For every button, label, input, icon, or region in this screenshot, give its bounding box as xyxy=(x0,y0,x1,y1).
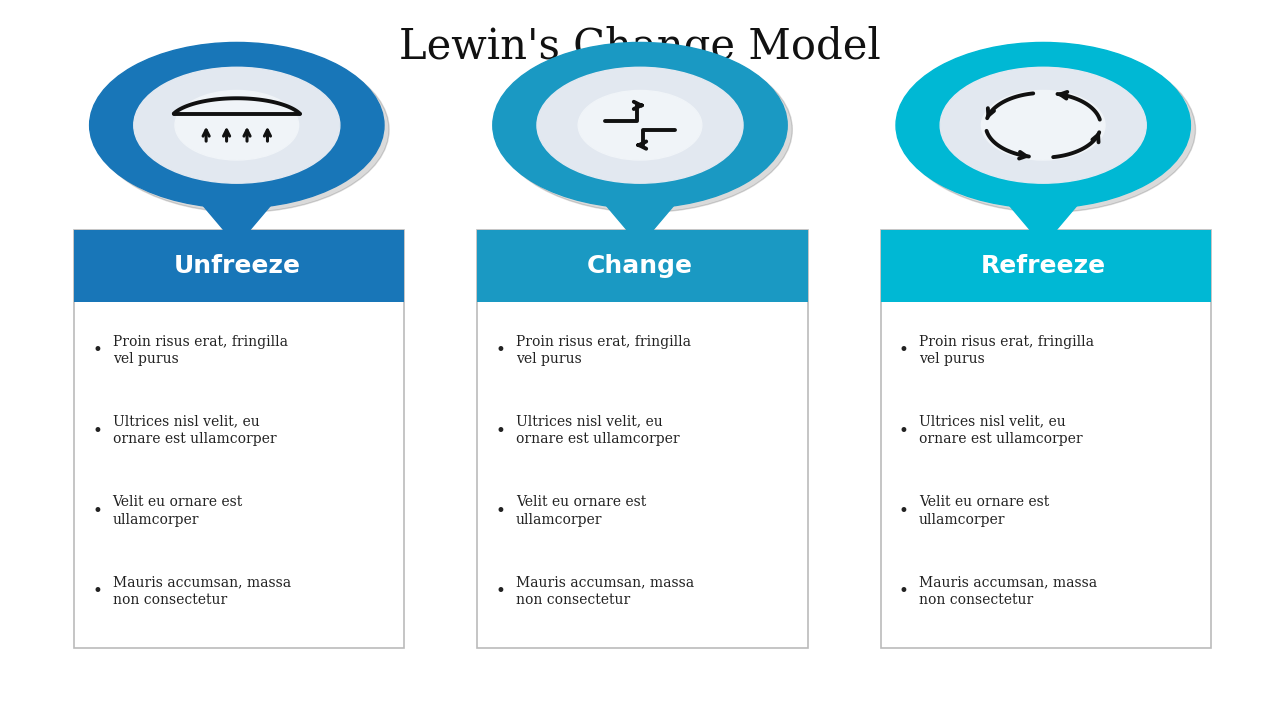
Circle shape xyxy=(982,91,1105,160)
Text: •: • xyxy=(899,502,909,520)
Text: •: • xyxy=(899,421,909,439)
Text: Proin risus erat, fringilla
vel purus: Proin risus erat, fringilla vel purus xyxy=(516,335,691,366)
Text: Velit eu ornare est
ullamcorper: Velit eu ornare est ullamcorper xyxy=(919,495,1050,526)
Circle shape xyxy=(175,91,298,160)
Text: Mauris accumsan, massa
non consectetur: Mauris accumsan, massa non consectetur xyxy=(113,575,291,607)
FancyBboxPatch shape xyxy=(881,230,1211,648)
Circle shape xyxy=(896,42,1190,208)
Text: •: • xyxy=(495,582,506,600)
Text: Unfreeze: Unfreeze xyxy=(173,254,301,279)
Circle shape xyxy=(940,67,1146,183)
Text: •: • xyxy=(495,341,506,359)
Text: Velit eu ornare est
ullamcorper: Velit eu ornare est ullamcorper xyxy=(113,495,243,526)
Text: Ultrices nisl velit, eu
ornare est ullamcorper: Ultrices nisl velit, eu ornare est ullam… xyxy=(516,415,680,446)
Text: Velit eu ornare est
ullamcorper: Velit eu ornare est ullamcorper xyxy=(516,495,646,526)
Text: Mauris accumsan, massa
non consectetur: Mauris accumsan, massa non consectetur xyxy=(516,575,694,607)
Circle shape xyxy=(901,47,1196,212)
Text: Lewin's Change Model: Lewin's Change Model xyxy=(399,25,881,68)
Text: •: • xyxy=(899,341,909,359)
Circle shape xyxy=(90,42,384,208)
FancyBboxPatch shape xyxy=(74,230,404,648)
Text: Proin risus erat, fringilla
vel purus: Proin risus erat, fringilla vel purus xyxy=(919,335,1094,366)
Text: Ultrices nisl velit, eu
ornare est ullamcorper: Ultrices nisl velit, eu ornare est ullam… xyxy=(113,415,276,446)
Text: •: • xyxy=(495,502,506,520)
Polygon shape xyxy=(596,193,684,246)
FancyBboxPatch shape xyxy=(477,230,808,648)
Text: Refreeze: Refreeze xyxy=(980,254,1106,279)
Text: •: • xyxy=(92,502,102,520)
Circle shape xyxy=(538,67,742,183)
Text: •: • xyxy=(92,421,102,439)
Circle shape xyxy=(95,47,389,212)
FancyBboxPatch shape xyxy=(477,230,808,302)
Text: Mauris accumsan, massa
non consectetur: Mauris accumsan, massa non consectetur xyxy=(919,575,1097,607)
Text: •: • xyxy=(899,582,909,600)
Text: •: • xyxy=(92,341,102,359)
Circle shape xyxy=(498,47,792,212)
Text: •: • xyxy=(495,421,506,439)
Circle shape xyxy=(493,42,787,208)
Text: Ultrices nisl velit, eu
ornare est ullamcorper: Ultrices nisl velit, eu ornare est ullam… xyxy=(919,415,1083,446)
Polygon shape xyxy=(192,193,282,246)
FancyBboxPatch shape xyxy=(881,230,1211,302)
Text: Change: Change xyxy=(588,254,692,279)
Circle shape xyxy=(133,67,340,183)
Circle shape xyxy=(579,91,701,160)
Text: Proin risus erat, fringilla
vel purus: Proin risus erat, fringilla vel purus xyxy=(113,335,288,366)
Polygon shape xyxy=(998,193,1087,246)
Text: •: • xyxy=(92,582,102,600)
FancyBboxPatch shape xyxy=(74,230,404,302)
